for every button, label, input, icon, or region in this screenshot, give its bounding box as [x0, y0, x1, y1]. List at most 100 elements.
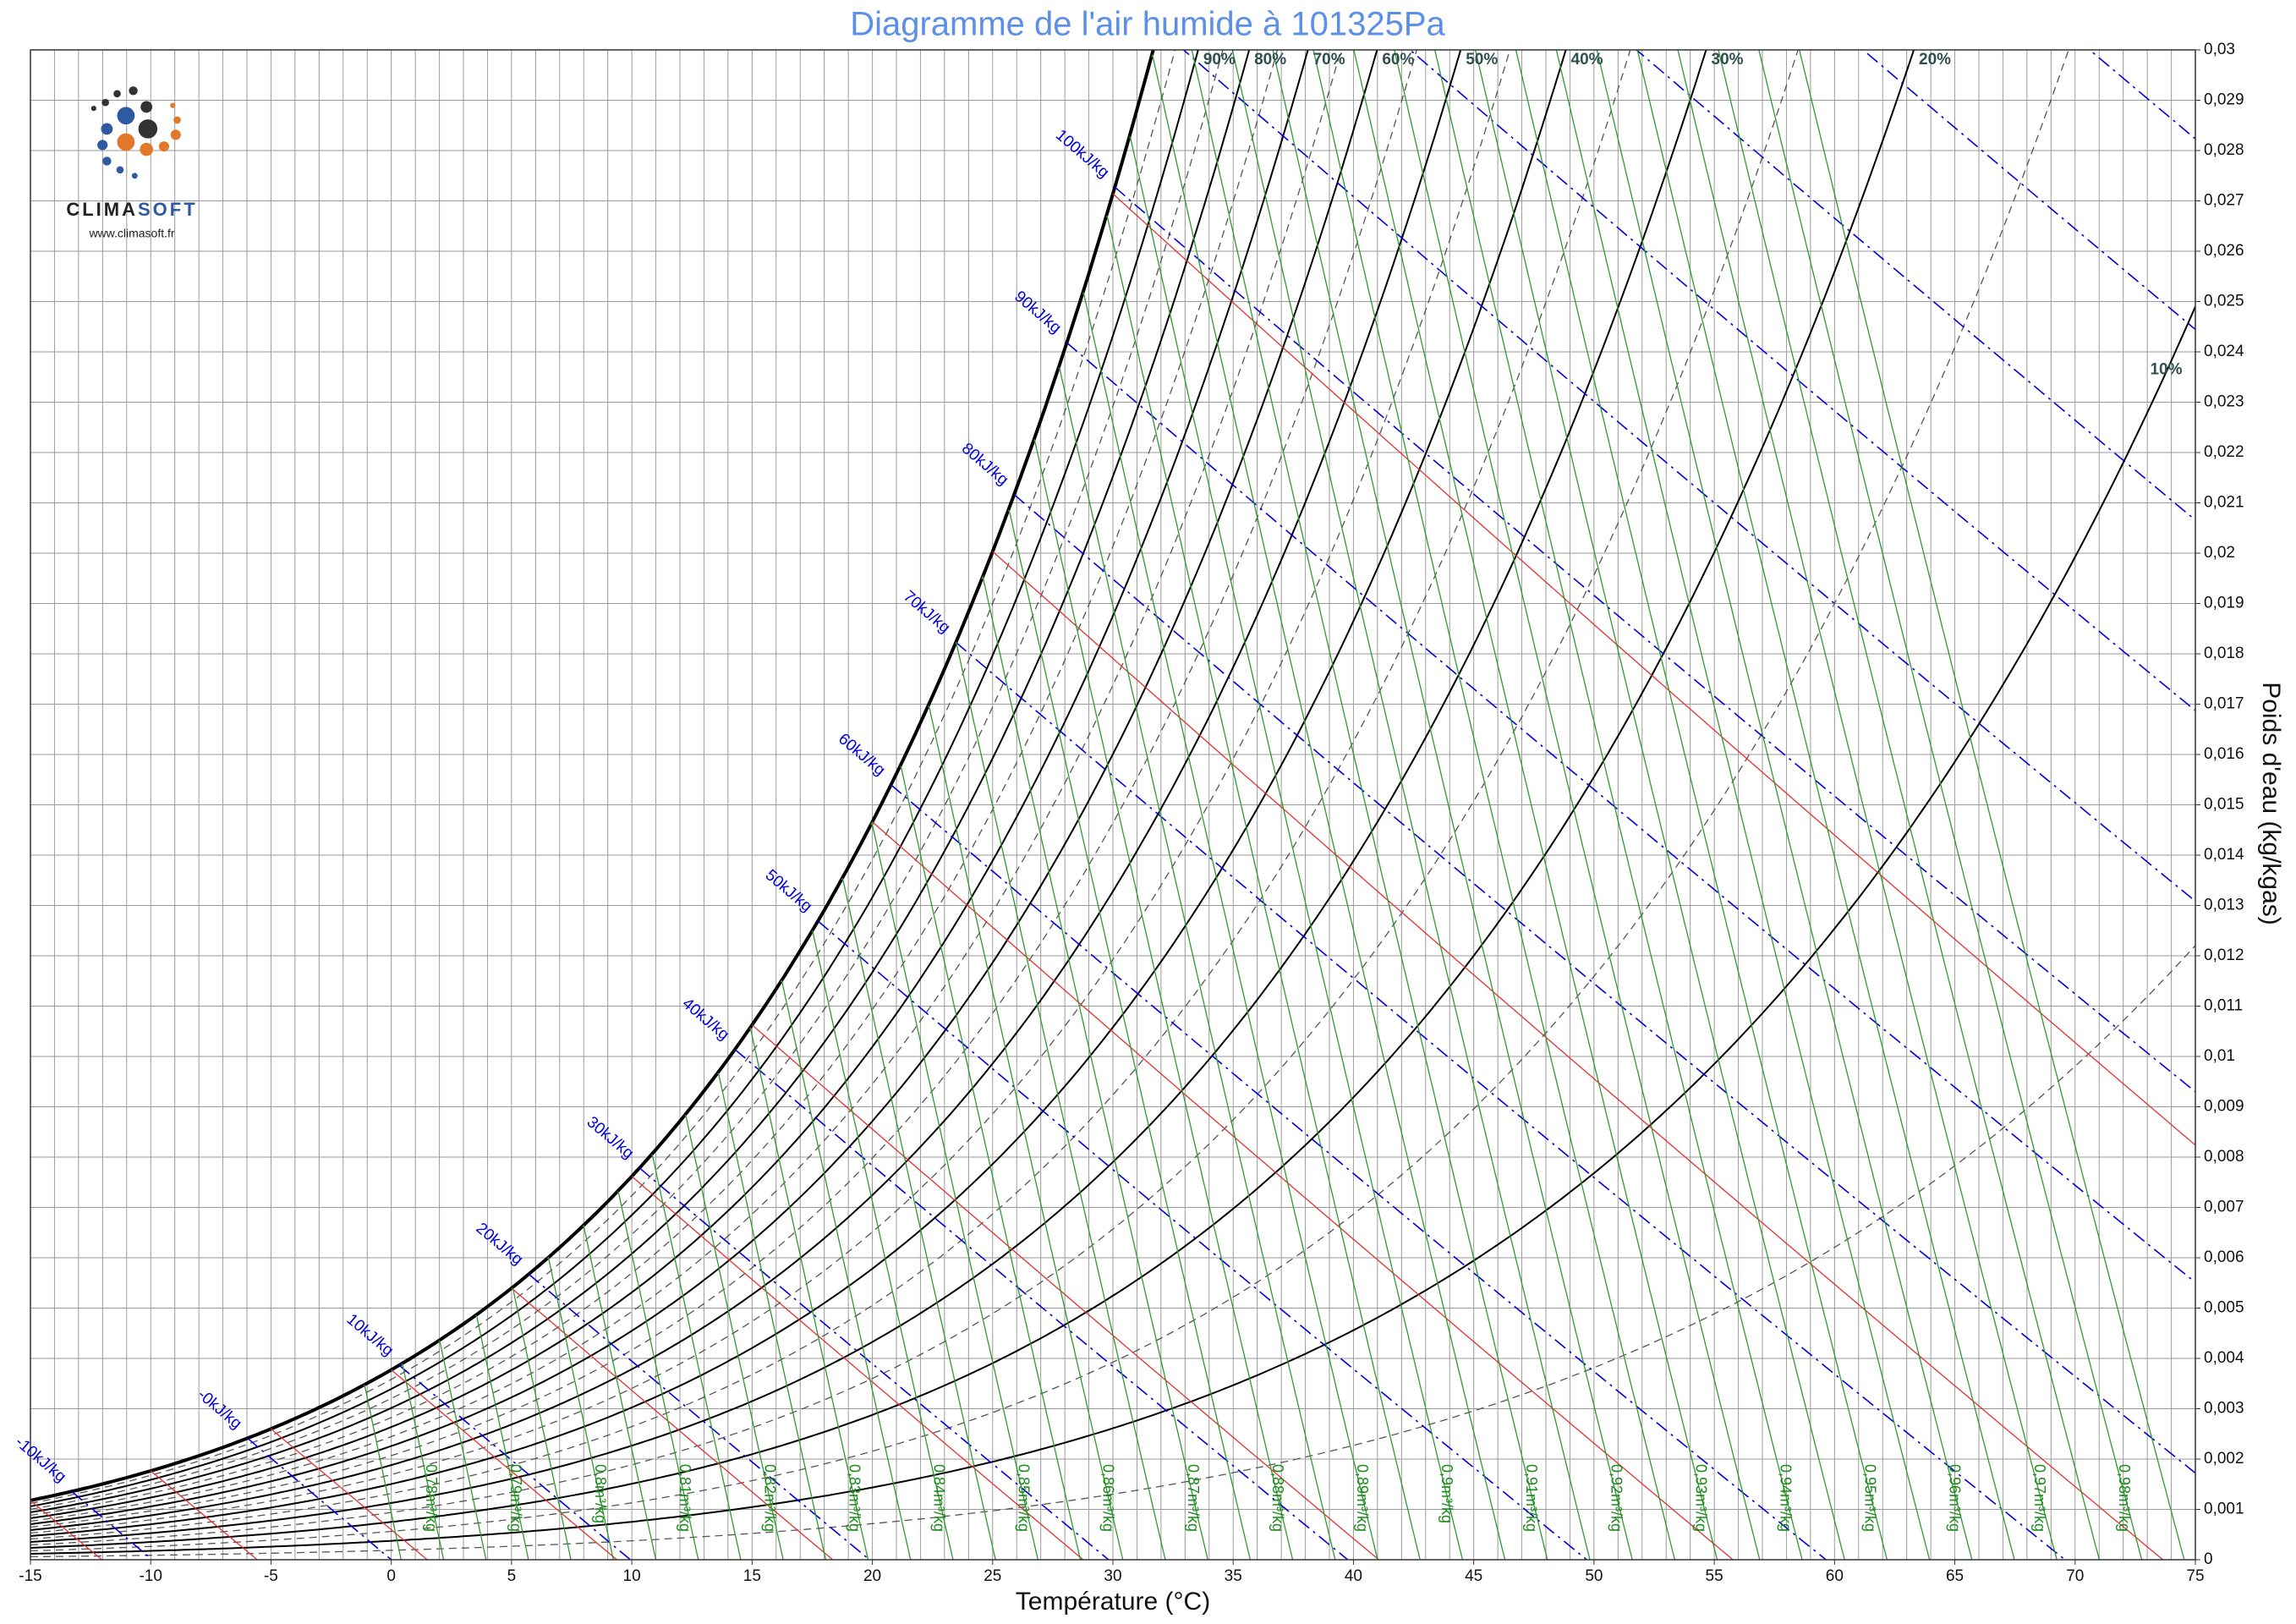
y-tick-label: 0,018 — [2204, 645, 2244, 662]
x-tick-label: 40 — [1345, 1567, 1362, 1585]
specific-volume-label: 0,78m³/kg — [423, 1464, 440, 1532]
specific-volume-line — [684, 1115, 784, 1560]
rh-curve — [30, 50, 1378, 1525]
y-tick-label: 0,016 — [2204, 745, 2244, 763]
logo-name-part: CLIMA — [66, 199, 138, 220]
y-tick-label: 0,006 — [2204, 1248, 2244, 1266]
specific-volume-line — [780, 979, 912, 1560]
specific-volume-line — [474, 1314, 529, 1560]
logo-dot — [170, 129, 181, 140]
x-tick-label: 0 — [386, 1567, 396, 1585]
rh-label: 90% — [1203, 51, 1236, 69]
y-tick-label: 0,007 — [2204, 1199, 2244, 1216]
enthalpy-line — [817, 920, 1587, 1560]
logo-dot — [117, 133, 135, 151]
specific-volume-line — [1128, 136, 1464, 1560]
specific-volume-label: 0,93m³/kg — [1692, 1464, 1709, 1532]
wet-bulb-line — [1112, 193, 2195, 1146]
specific-volume-label: 0,84m³/kg — [931, 1464, 948, 1532]
x-tick-label: -10 — [139, 1567, 162, 1585]
specific-volume-label: 0,91m³/kg — [1523, 1464, 1540, 1532]
enthalpy-line — [955, 641, 2066, 1560]
logo-dot — [173, 116, 181, 124]
rh-curve — [30, 50, 1251, 1513]
specific-volume-line — [1082, 292, 1378, 1560]
y-tick-label: 0,004 — [2204, 1349, 2244, 1367]
y-tick-label: 0,012 — [2204, 946, 2244, 964]
wet-bulb-line — [270, 1428, 428, 1560]
wet-bulb-line — [631, 1176, 1084, 1560]
wet-bulb-line — [511, 1287, 834, 1560]
y-tick-label: 0,029 — [2204, 91, 2244, 109]
rh-curve — [30, 50, 1567, 1537]
specific-volume-line — [899, 765, 1082, 1560]
specific-volume-label: 0,81m³/kg — [677, 1464, 693, 1532]
rh-label: 50% — [1466, 51, 1498, 69]
x-tick-label: 30 — [1104, 1567, 1121, 1585]
y-tick-label: 0,024 — [2204, 343, 2244, 360]
rh-curve-dashed — [30, 50, 1224, 1511]
rh-curve — [30, 50, 1915, 1549]
specific-volume-line — [1555, 50, 1931, 1560]
y-tick-label: 0,019 — [2204, 595, 2244, 612]
specific-volume-line — [1394, 50, 1761, 1560]
logo-dot — [117, 107, 135, 125]
specific-volume-line — [1150, 53, 1506, 1560]
logo-dot — [90, 106, 96, 112]
y-tick-label: 0,023 — [2204, 393, 2244, 411]
logo-dot — [140, 101, 153, 113]
specific-volume-label: 0,96m³/kg — [1947, 1464, 1964, 1532]
rh-label: 20% — [1919, 51, 1951, 69]
x-tick-label: 55 — [1706, 1567, 1723, 1585]
specific-volume-line — [582, 1225, 657, 1560]
specific-volume-label: 0,87m³/kg — [1185, 1464, 1202, 1532]
y-tick-label: 0,001 — [2204, 1501, 2244, 1518]
wet-bulb-line — [150, 1470, 258, 1560]
rh-label: 10% — [2150, 361, 2182, 379]
logo-dot — [101, 123, 113, 135]
specific-volume-label: 0,98m³/kg — [2116, 1464, 2133, 1532]
x-tick-label: 45 — [1465, 1567, 1482, 1585]
specific-volume-label: 0,95m³/kg — [1862, 1464, 1879, 1532]
chart-title: Diagramme de l'air humide à 101325Pa — [850, 6, 1445, 43]
logo-dot — [97, 140, 108, 151]
rh-label: 70% — [1313, 51, 1345, 69]
enthalpy-line — [247, 1437, 392, 1560]
saturation-curve — [30, 50, 1155, 1502]
specific-volume-label: 0,82m³/kg — [761, 1464, 778, 1532]
y-tick-label: 0,026 — [2204, 242, 2244, 260]
y-tick-label: 0,017 — [2204, 695, 2244, 713]
wet-bulb-line — [30, 1500, 102, 1560]
logo-dot — [158, 141, 169, 152]
y-tick-label: 0 — [2204, 1550, 2213, 1568]
enthalpy-line — [1013, 494, 2195, 1474]
enthalpy-line — [398, 1364, 631, 1560]
y-tick-label: 0,014 — [2204, 846, 2244, 864]
enthalpy-line — [734, 1049, 1349, 1560]
x-tick-label: 50 — [1585, 1567, 1603, 1585]
enthalpy-line — [1182, 50, 2195, 903]
rh-curve — [30, 50, 1707, 1543]
x-tick-label: 20 — [863, 1567, 881, 1585]
y-tick-label: 0,01 — [2204, 1047, 2235, 1065]
specific-volume-line — [1007, 509, 1252, 1560]
rh-label: 60% — [1382, 51, 1414, 69]
specific-volume-line — [438, 1340, 487, 1560]
rh-curve-dashed — [30, 50, 1279, 1517]
x-tick-label: 60 — [1826, 1567, 1844, 1585]
logo-dot — [101, 98, 109, 107]
logo-name: CLIMASOFT — [66, 199, 197, 220]
specific-volume-label: 0,79m³/kg — [507, 1464, 524, 1532]
specific-volume-line — [811, 930, 954, 1560]
logo-dot — [131, 173, 138, 179]
enthalpy-line — [1635, 50, 2195, 521]
x-tick-label: 70 — [2066, 1567, 2084, 1585]
rh-label: 30% — [1712, 51, 1744, 69]
y-tick-label: 0,021 — [2204, 494, 2244, 512]
specific-volume-line — [1718, 50, 2101, 1560]
specific-volume-line — [841, 877, 996, 1560]
y-tick-label: 0,013 — [2204, 897, 2244, 914]
y-tick-label: 0,028 — [2204, 141, 2244, 159]
